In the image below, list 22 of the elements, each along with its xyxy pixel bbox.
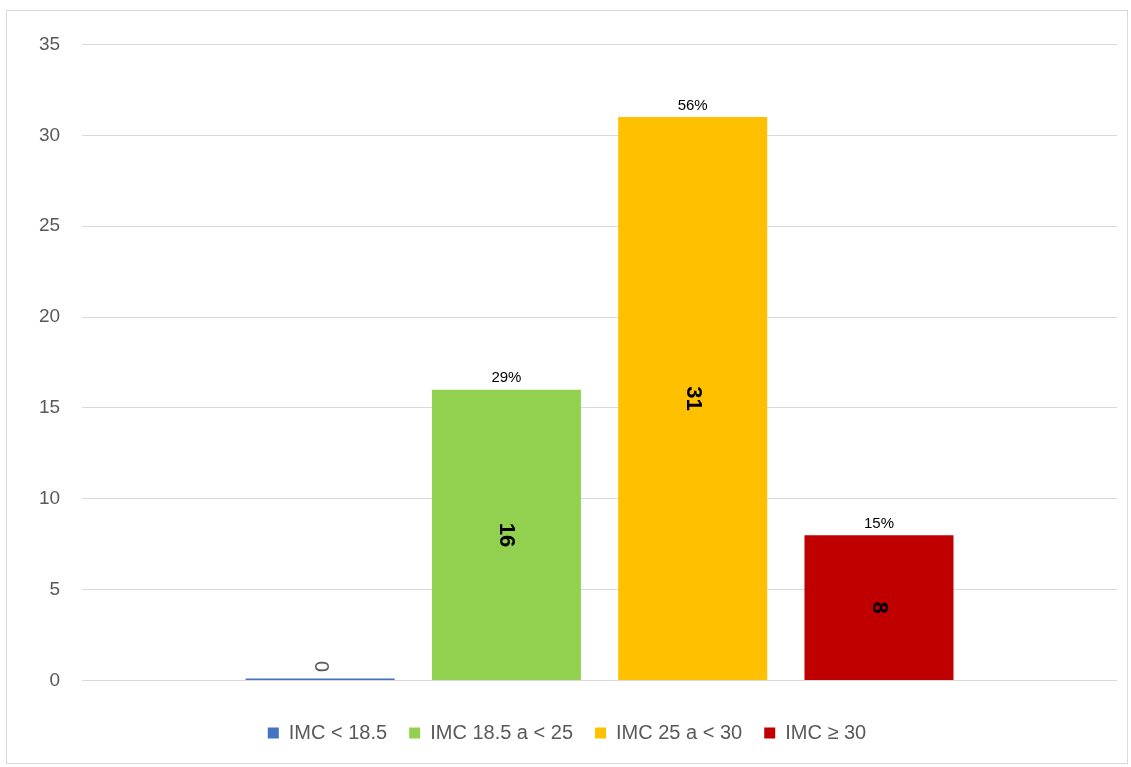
legend-label: IMC < 18.5 [288, 720, 388, 743]
y-tick-label: 25 [38, 214, 61, 236]
legend-label: IMC ≥ 30 [785, 720, 867, 743]
bar [431, 389, 581, 681]
y-tick-label: 0 [49, 668, 61, 690]
y-tick-label: 30 [38, 123, 61, 145]
data-label: 8 [867, 601, 893, 614]
y-tick-label: 15 [38, 396, 61, 418]
y-tick-label: 10 [38, 487, 61, 509]
annotation: 29% [491, 368, 522, 386]
y-tick-label: 5 [49, 577, 61, 599]
annotation: 56% [677, 95, 708, 113]
data-label: 31 [681, 386, 707, 411]
data-label: 16 [495, 522, 521, 548]
data-label: 0 [310, 661, 333, 673]
annotation: 15% [863, 513, 894, 531]
y-tick-label: 35 [38, 32, 61, 54]
y-tick-label: 20 [38, 305, 61, 327]
legend-label: IMC 25 a < 30 [616, 720, 743, 743]
legend-label: IMC 18.5 a < 25 [430, 720, 574, 743]
bar [618, 117, 768, 681]
bar [804, 535, 954, 681]
